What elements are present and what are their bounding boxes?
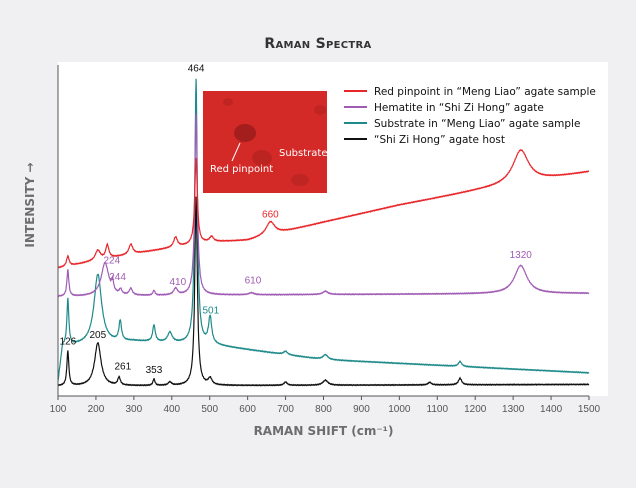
series-line-0 bbox=[57, 149, 590, 269]
peak-label: 660 bbox=[262, 209, 279, 220]
x-tick-label: 200 bbox=[88, 404, 105, 415]
series-line-3 bbox=[57, 196, 590, 387]
x-tick-label: 1000 bbox=[388, 404, 411, 415]
x-axis-label: RAMAN SHIFT (cm⁻¹) bbox=[253, 424, 394, 438]
chart-title: Raman Spectra bbox=[264, 36, 372, 52]
peak-label: 610 bbox=[245, 275, 262, 286]
x-tick-label: 1200 bbox=[464, 404, 487, 415]
inset-label-substrate: Substrate bbox=[279, 148, 327, 159]
x-tick-label: 100 bbox=[50, 404, 67, 415]
x-tick-label: 1500 bbox=[578, 404, 601, 415]
legend-entry: Substrate in “Meng Liao” agate sample bbox=[374, 118, 580, 130]
x-tick-label: 500 bbox=[201, 404, 218, 415]
plot-area bbox=[58, 62, 608, 396]
x-tick-label: 800 bbox=[315, 404, 332, 415]
x-tick-label: 300 bbox=[126, 404, 143, 415]
x-tick-label: 1300 bbox=[502, 404, 525, 415]
inset-label-red-pinpoint: Red pinpoint bbox=[210, 164, 273, 175]
peak-label: 1320 bbox=[510, 250, 533, 261]
legend-entry: “Shi Zi Hong” agate host bbox=[374, 134, 505, 146]
peak-label: 205 bbox=[89, 330, 106, 341]
series-line-2 bbox=[57, 78, 590, 381]
x-tick-label: 1400 bbox=[540, 404, 563, 415]
x-tick-label: 700 bbox=[277, 404, 294, 415]
peak-label: 464 bbox=[188, 64, 205, 75]
peak-label: 224 bbox=[104, 256, 121, 267]
x-tick-label: 600 bbox=[239, 404, 256, 415]
peak-label: 410 bbox=[170, 277, 187, 288]
peak-label: 353 bbox=[146, 365, 163, 376]
legend: Red pinpoint in “Meng Liao” agate sample… bbox=[344, 86, 596, 146]
legend-entry: Hematite in “Shi Zi Hong” agate bbox=[374, 102, 544, 114]
inset-micrograph: Red pinpoint Substrate bbox=[203, 91, 327, 193]
peak-label: 501 bbox=[203, 305, 220, 316]
peak-label: 261 bbox=[115, 362, 132, 373]
x-tick-label: 1100 bbox=[427, 404, 449, 415]
x-tick-label: 900 bbox=[353, 404, 370, 415]
legend-entry: Red pinpoint in “Meng Liao” agate sample bbox=[374, 86, 596, 98]
peak-label: 126 bbox=[60, 337, 77, 348]
x-tick-label: 400 bbox=[163, 404, 180, 415]
series-line-1 bbox=[57, 113, 590, 298]
peak-label: 244 bbox=[109, 272, 126, 283]
